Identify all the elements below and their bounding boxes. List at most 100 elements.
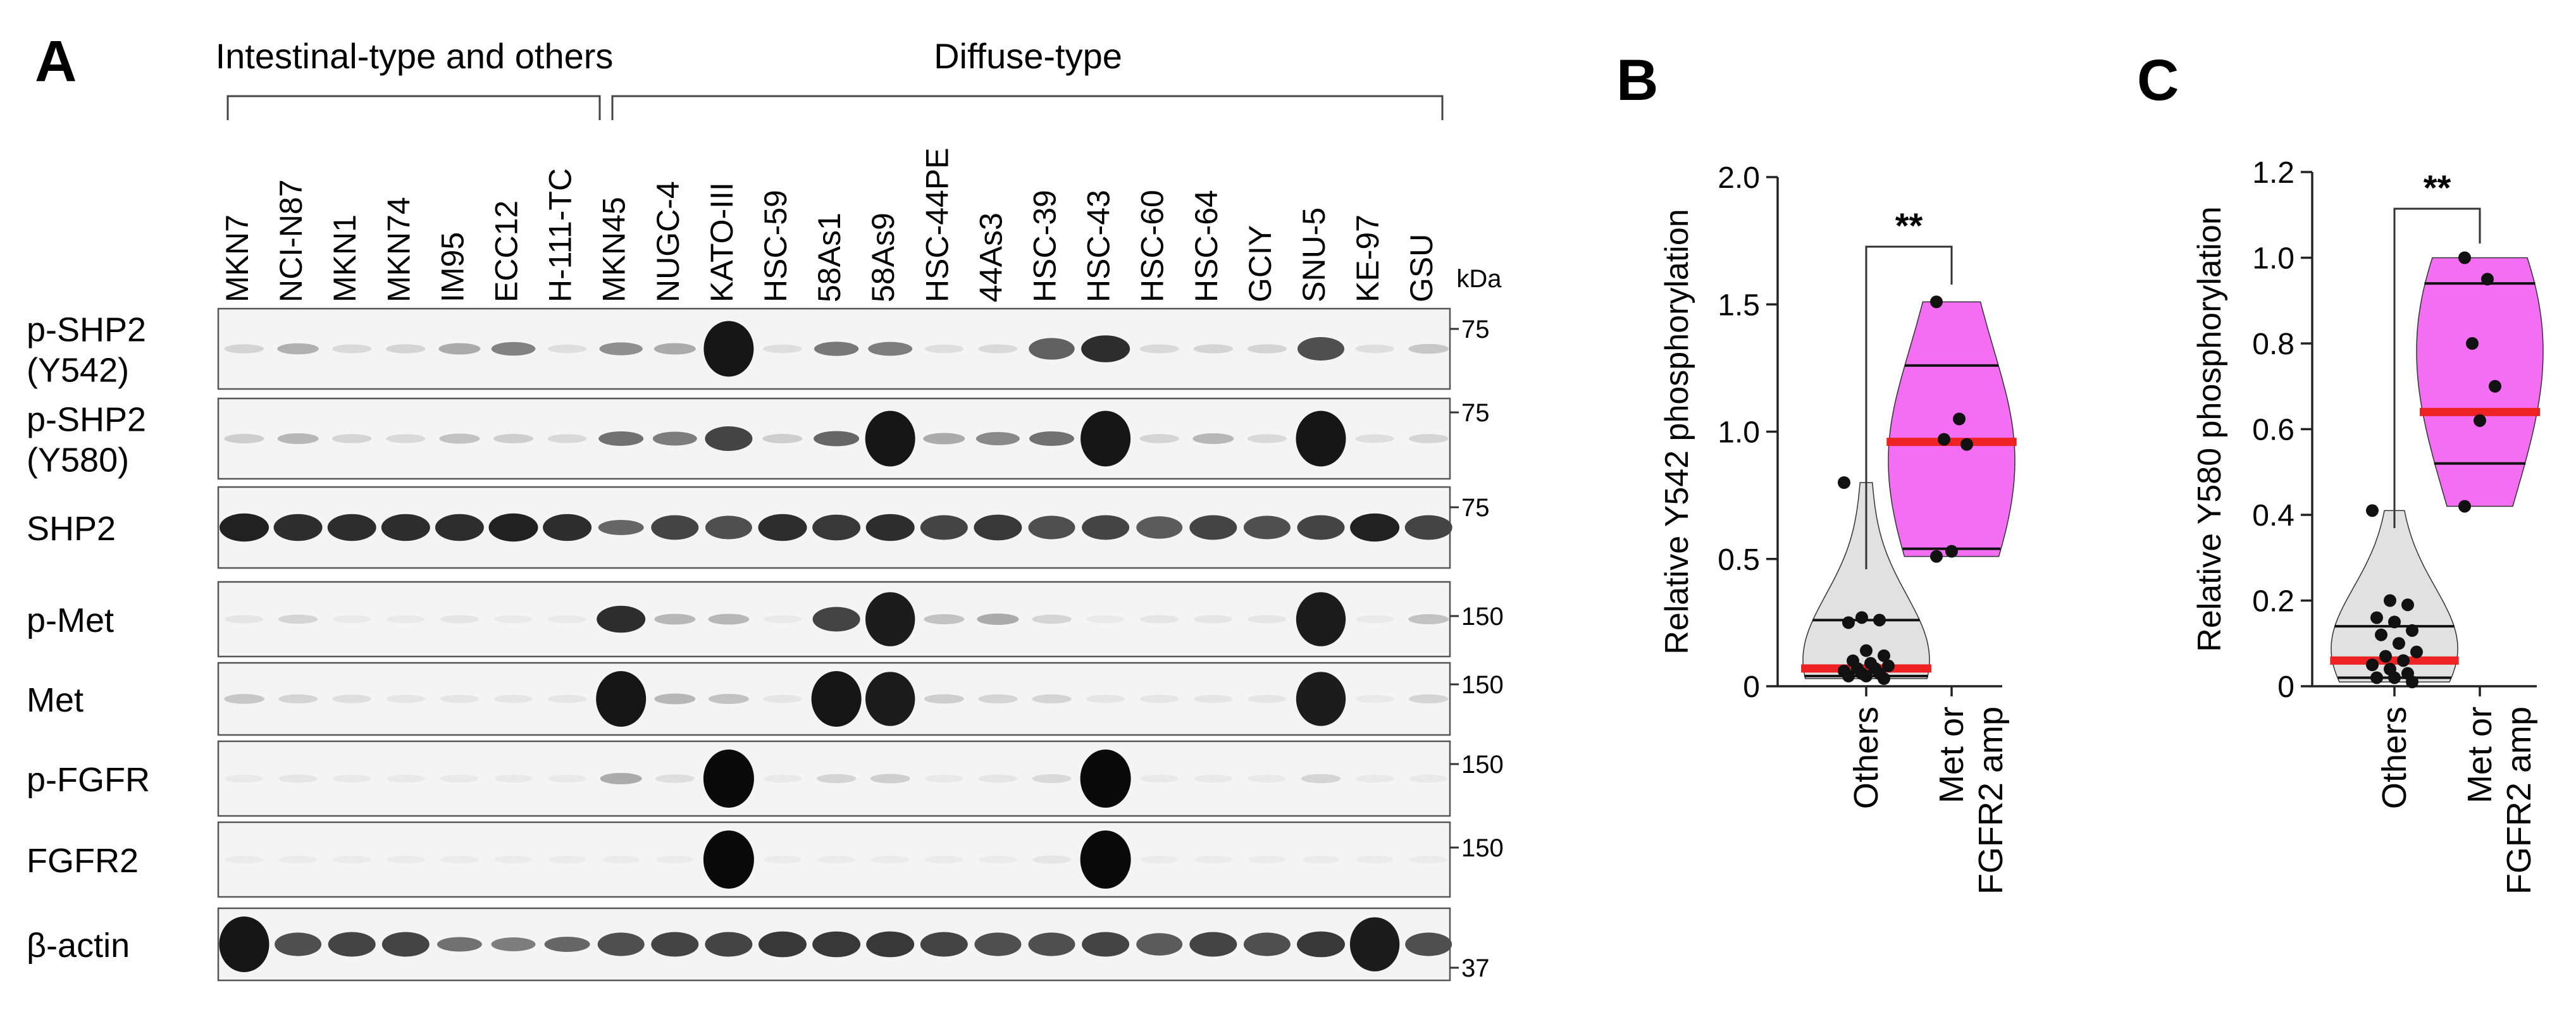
- kda-marker: 37: [1461, 954, 1490, 982]
- lane-labels: MKN7 NCI-N87 MKN1 MKN74 IM95 ECC12 H-111-TC MKN…: [220, 147, 1439, 302]
- y-tick-label: 0: [1743, 670, 1760, 704]
- blot-band: [439, 433, 480, 444]
- blot-row: p-Met 150: [27, 581, 1504, 658]
- blot-band: [494, 615, 533, 624]
- blot-band: [865, 592, 915, 646]
- blot-band: [703, 750, 754, 808]
- data-point: [1882, 659, 1895, 672]
- blot-label: p-FGFR: [27, 761, 150, 799]
- data-point: [2406, 624, 2418, 637]
- blot-band: [708, 614, 750, 625]
- blot-band: [440, 855, 479, 864]
- data-point: [2489, 379, 2501, 393]
- lane-label: HSC-64: [1189, 190, 1224, 302]
- lane-label: NUGC-4: [650, 181, 686, 302]
- category-label: FGFR2 amp: [2500, 707, 2538, 894]
- data-point: [2379, 650, 2392, 663]
- blot-band: [278, 694, 318, 704]
- kda-marker: 75: [1461, 494, 1490, 522]
- data-point: [2366, 504, 2379, 517]
- bracket-intestinal: [226, 95, 601, 120]
- blot-band: [224, 344, 264, 354]
- blot-band: [437, 937, 482, 952]
- blot-band: [812, 514, 861, 541]
- blot-row: FGFR2 150: [27, 821, 1504, 898]
- blot-band: [600, 773, 642, 784]
- blot-band: [438, 343, 481, 355]
- blot-band: [328, 932, 376, 957]
- lane-label: HSC-59: [758, 190, 793, 302]
- blot-band: [703, 321, 754, 377]
- blot-band: [596, 671, 647, 727]
- blot-band: [1189, 515, 1237, 540]
- blot-band: [273, 514, 323, 541]
- data-point: [2406, 676, 2418, 689]
- blot-band: [814, 431, 860, 447]
- data-point: [2458, 251, 2471, 264]
- blot-band: [440, 615, 479, 624]
- y-tick-label: 1.0: [1718, 416, 1760, 450]
- blot-band: [548, 855, 586, 864]
- y-tick-label: 0.6: [2252, 414, 2294, 447]
- blot-band: [1029, 338, 1075, 360]
- violin-body: [1888, 301, 2016, 557]
- kda-marker: 150: [1461, 671, 1504, 699]
- blot-band: [278, 614, 318, 624]
- blot-band: [277, 433, 319, 444]
- blot-band: [224, 434, 264, 443]
- blot-band: [814, 342, 859, 356]
- blot-row: Met 150: [27, 662, 1504, 736]
- blot-band: [547, 344, 587, 354]
- blot-band: [602, 855, 640, 864]
- lane-label: NCI-N87: [273, 180, 309, 302]
- blot-band: [597, 605, 646, 633]
- blot-band: [381, 514, 430, 541]
- significance-stars: **: [1895, 206, 1923, 245]
- data-point: [1945, 545, 1958, 558]
- data-point: [2474, 414, 2486, 427]
- data-point: [1842, 616, 1855, 629]
- blot-band: [979, 855, 1017, 864]
- blot-band: [1194, 694, 1233, 703]
- blot-band: [816, 774, 857, 784]
- blot-row: SHP2 75: [27, 486, 1490, 569]
- panel-c-violin-chart: C 0 0.2 0.4 0.6 0.8 1.0 1.2 Relative Y580 phosp…: [2137, 48, 2544, 894]
- blot-band: [759, 931, 807, 958]
- blot-band: [866, 931, 915, 958]
- chart-b: 0 0.5 1.0 1.5 2.0 Relative Y542 phosphorylati…: [1659, 161, 2017, 894]
- blot-band: [811, 671, 862, 727]
- blot-band: [386, 694, 425, 703]
- data-point: [1873, 614, 1886, 627]
- blot-band: [1028, 932, 1075, 956]
- blot-band: [1028, 515, 1075, 540]
- data-point: [2481, 273, 2494, 286]
- blot-band: [1248, 694, 1287, 703]
- blot-band: [494, 855, 533, 864]
- blot-band: [1409, 694, 1449, 704]
- blot-band: [220, 513, 269, 542]
- blot-band: [1193, 344, 1234, 354]
- blot-band: [870, 774, 910, 784]
- blot-band: [978, 774, 1017, 783]
- blot-band: [1297, 931, 1345, 958]
- blot-band: [868, 342, 913, 356]
- blot-band: [812, 931, 861, 958]
- blot-band: [543, 514, 592, 541]
- blot-band: [655, 855, 695, 864]
- data-point: [1855, 611, 1868, 624]
- blot-band: [1409, 774, 1448, 783]
- blot-band: [1086, 615, 1125, 624]
- data-point: [1860, 669, 1873, 682]
- blot-band: [1032, 694, 1072, 704]
- blot-band: [488, 513, 538, 542]
- lane-label: HSC-60: [1135, 190, 1170, 302]
- blot-band: [763, 344, 802, 354]
- blot-band: [1136, 516, 1183, 539]
- blot-band: [763, 694, 802, 703]
- blot-band: [651, 515, 699, 540]
- lane-label: HSC-43: [1081, 190, 1117, 302]
- blot-band: [548, 694, 587, 703]
- blot-band: [924, 344, 964, 354]
- blot-band: [1248, 855, 1287, 864]
